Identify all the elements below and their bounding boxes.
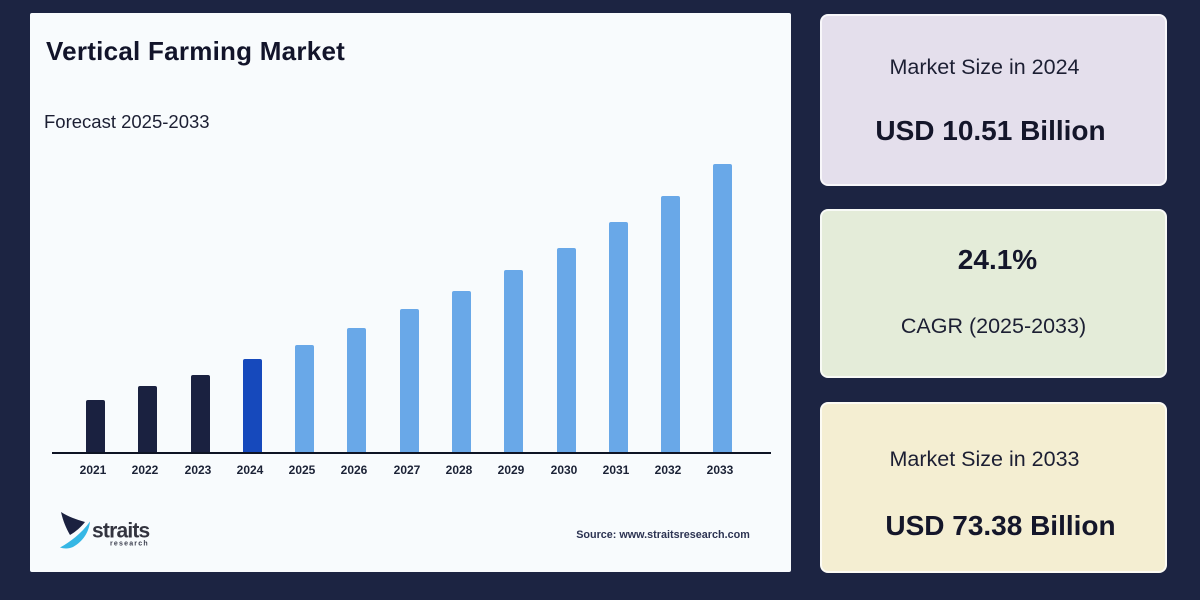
svg-text:straits: straits [92,520,150,543]
svg-text:research: research [110,541,149,548]
